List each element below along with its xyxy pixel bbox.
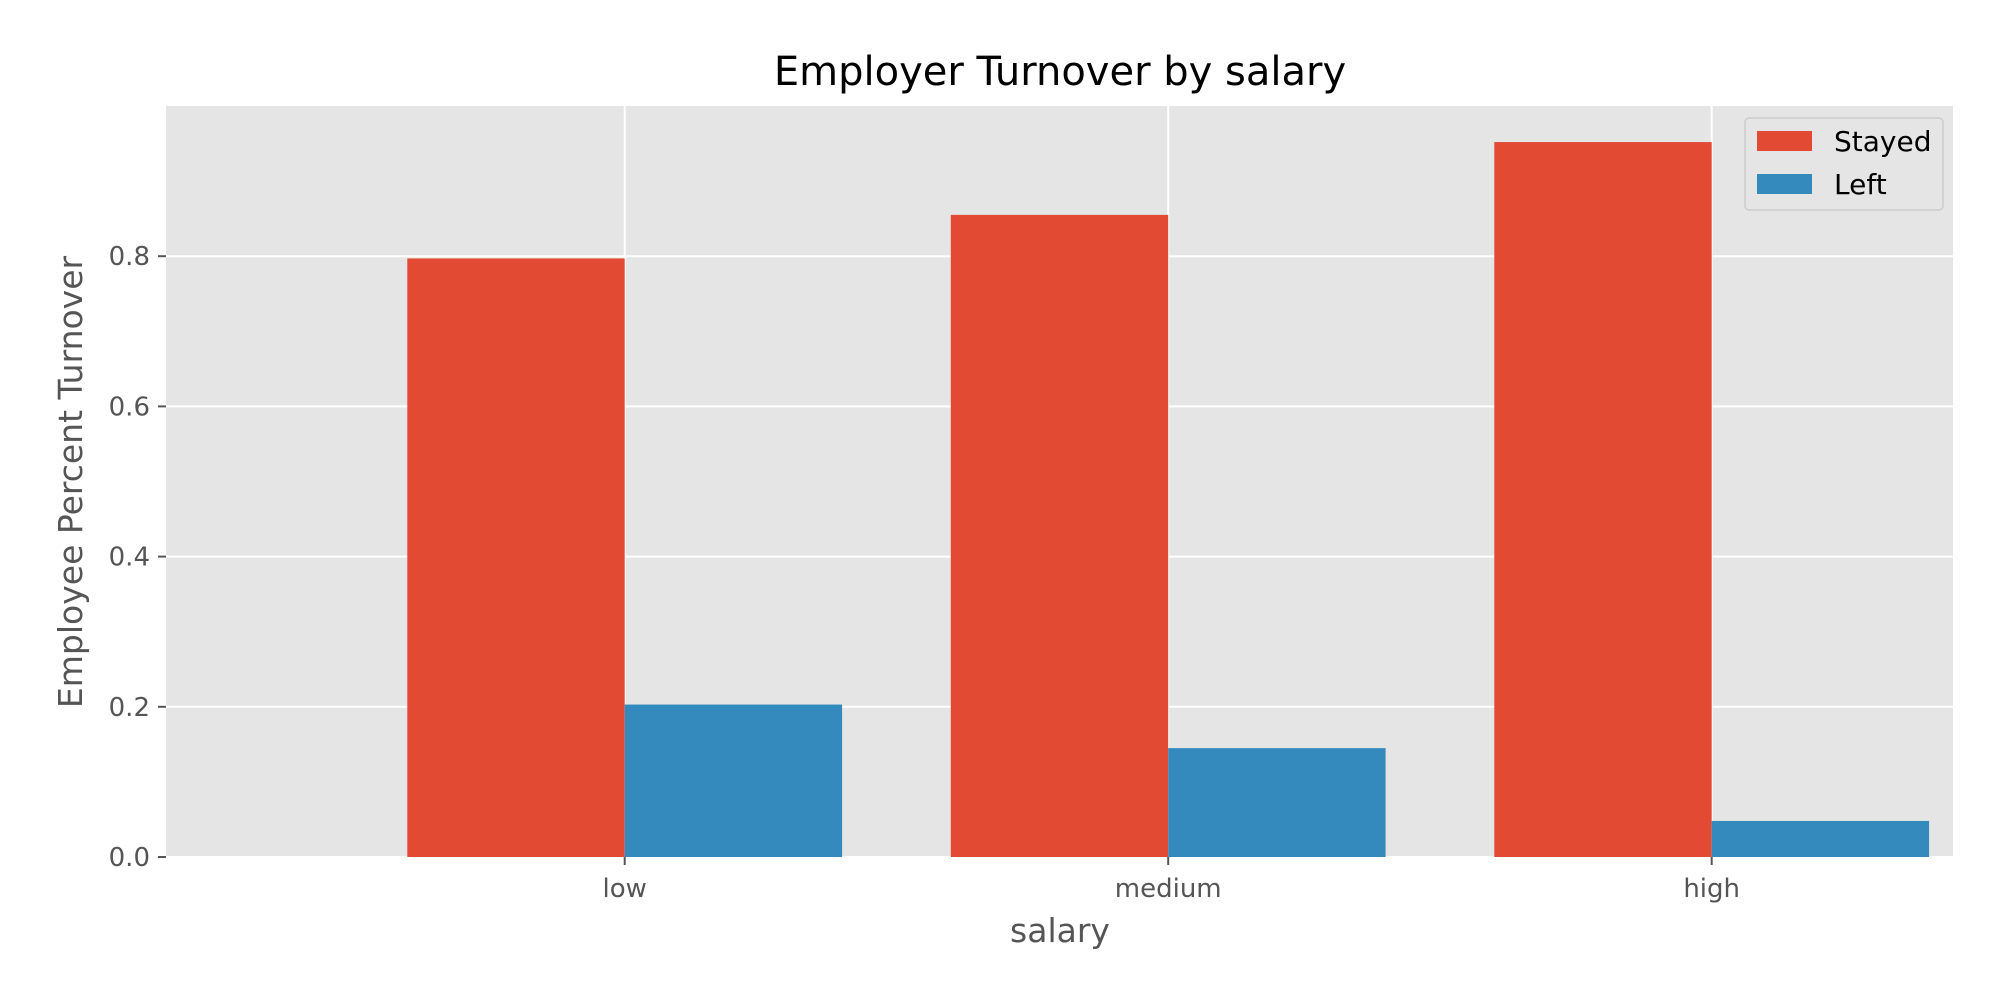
- bar-left-high: [1711, 820, 1930, 857]
- legend-swatch-left: [1757, 174, 1812, 194]
- x-axis-label: salary: [1010, 911, 1110, 950]
- bar-stayed-medium: [950, 214, 1169, 857]
- legend-swatch-stayed: [1757, 131, 1812, 151]
- y-tick-label: 0.4: [109, 543, 150, 573]
- y-tick-label: 0.8: [109, 242, 150, 272]
- legend: Stayed Left: [1744, 117, 1944, 211]
- plot-area: 0.0 0.2 0.4 0.6 0.8 low medium high: [109, 106, 1953, 904]
- bar-stayed-low: [407, 258, 625, 857]
- legend-label-left: Left: [1834, 168, 1887, 201]
- y-tick-label: 0.2: [109, 693, 150, 723]
- legend-label-stayed: Stayed: [1834, 125, 1931, 158]
- bar-left-medium: [1168, 748, 1386, 857]
- y-tick-label: 0.0: [109, 843, 150, 873]
- bar-stayed-high: [1494, 142, 1712, 858]
- y-axis-label: Employee Percent Turnover: [51, 255, 90, 708]
- bar-left-low: [624, 704, 843, 857]
- x-tick-label: low: [603, 874, 647, 904]
- y-tick-label: 0.6: [109, 392, 150, 422]
- x-tick-label: high: [1683, 874, 1740, 904]
- x-tick-label: medium: [1115, 874, 1222, 904]
- chart-title: Employer Turnover by salary: [774, 49, 1346, 95]
